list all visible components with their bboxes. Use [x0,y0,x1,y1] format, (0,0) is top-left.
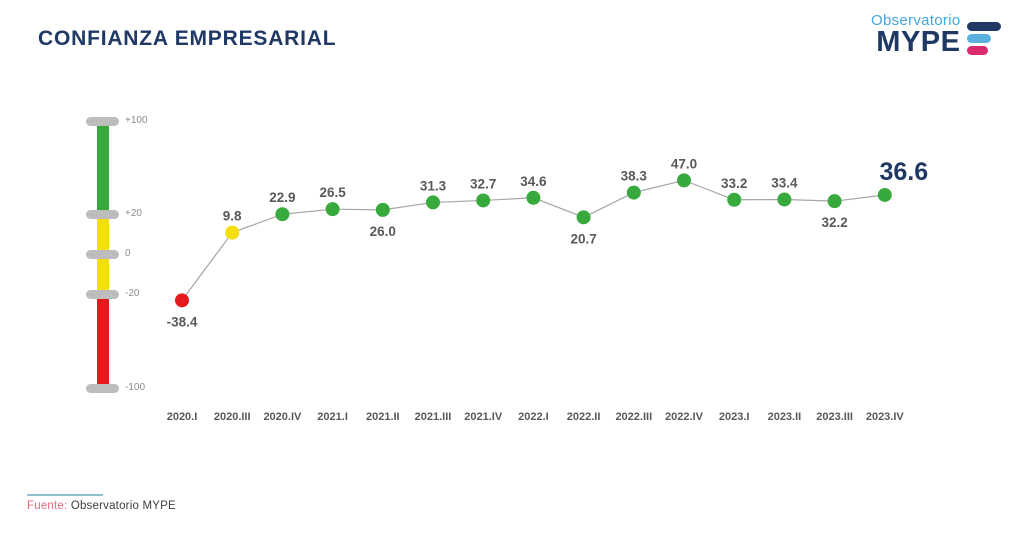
x-axis-label-2020.IV: 2020.IV [263,411,302,423]
gauge-tick-label: 0 [125,248,131,259]
data-point-2020.I [175,293,189,308]
x-axis-label-2022.II: 2022.II [567,411,601,423]
value-label-2021.III: 31.3 [420,178,447,193]
value-label-2023.IV: 36.6 [879,158,928,186]
x-axis-label-2023.I: 2023.I [719,411,750,423]
data-point-2021.IV [476,193,491,208]
value-label-2022.IV: 47.0 [671,156,697,171]
page-title: CONFIANZA EMPRESARIAL [38,27,337,50]
x-axis-label-2021.III: 2021.III [415,411,452,423]
x-axis-label-2020.III: 2020.III [214,411,251,423]
data-point-2023.I [727,192,742,207]
data-point-2022.I [526,190,541,205]
value-label-2023.II: 33.4 [771,175,798,190]
logo-bar-blue [967,34,992,43]
value-label-2020.IV: 22.9 [269,190,295,205]
source-text: Observatorio MYPE [70,500,176,512]
data-point-2020.IV [275,207,290,222]
x-axis-label-2021.II: 2021.II [366,411,400,423]
observatorio-mype-logo: Observatorio MYPE [871,13,1002,56]
gauge-tick-label: -20 [125,288,140,299]
gauge-tick-marker [86,209,119,219]
x-axis-label-2020.I: 2020.I [167,411,198,423]
value-label-2022.I: 34.6 [520,174,547,189]
logo-brand-top: Observatorio [871,12,961,29]
value-label-2023.I: 33.2 [721,176,747,191]
x-axis-label-2021.IV: 2021.IV [464,411,503,423]
x-axis-label-2022.III: 2022.III [615,411,652,423]
gauge-positive-zone [97,121,109,214]
x-axis-label-2023.IV: 2023.IV [866,411,905,423]
data-point-2023.III [827,194,842,209]
data-point-2023.IV [877,187,892,202]
gauge-tick-marker [86,116,119,126]
logo-bars-icon [967,22,1002,55]
data-point-2020.III [225,225,240,240]
footer-divider [27,494,103,496]
footer-source: Fuente: Observatorio MYPE [27,494,176,512]
data-point-2021.III [426,195,440,210]
x-axis-label-2023.III: 2023.III [816,411,853,423]
x-axis-label-2023.II: 2023.II [768,411,802,423]
x-axis-label-2021.I: 2021.I [317,411,348,423]
value-label-2020.I: -38.4 [167,314,198,329]
logo-bar-pink [967,46,989,55]
data-point-2023.II [777,192,792,207]
logo-bar-navy [967,22,1002,31]
logo-text: Observatorio MYPE [871,13,960,56]
source-label: Fuente: [27,500,68,512]
data-point-2021.I [325,202,340,217]
value-label-2020.III: 9.8 [223,209,242,224]
x-axis-label-2022.IV: 2022.IV [665,411,704,423]
gauge-tick-label: +100 [125,115,148,126]
value-label-2022.II: 20.7 [570,231,596,246]
data-point-2022.IV [677,173,691,188]
value-label-2021.IV: 32.7 [470,176,496,191]
gauge-tick-marker [86,383,119,393]
gauge-tick-label: -100 [125,382,146,393]
data-point-2022.III [626,185,641,200]
value-label-2021.I: 26.5 [319,185,346,200]
footer-source-text: Fuente: Observatorio MYPE [27,500,176,512]
value-label-2021.II: 26.0 [370,224,396,239]
data-point-2022.II [576,210,591,225]
gauge-negative-zone [97,294,109,388]
value-label-2023.III: 32.2 [821,215,847,230]
value-label-2022.III: 38.3 [621,169,648,184]
gauge-tick-marker [86,289,119,299]
x-axis-label-2022.I: 2022.I [518,411,549,423]
logo-brand-main: MYPE [876,25,961,58]
gauge-tick-marker [86,249,119,259]
data-point-2021.II [375,202,390,217]
gauge-tick-label: +20 [125,208,142,219]
